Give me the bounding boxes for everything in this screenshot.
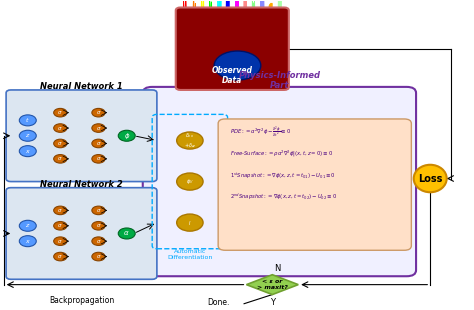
- FancyBboxPatch shape: [218, 119, 411, 250]
- Ellipse shape: [214, 51, 261, 80]
- Polygon shape: [246, 275, 298, 294]
- Text: $\alpha$: $\alpha$: [123, 229, 130, 237]
- Circle shape: [92, 155, 105, 163]
- Text: $I$: $I$: [188, 219, 191, 227]
- Text: Physics-Informed
Part: Physics-Informed Part: [238, 71, 320, 90]
- Text: $z$: $z$: [25, 132, 30, 139]
- Text: $t$: $t$: [26, 116, 30, 124]
- Circle shape: [54, 252, 67, 261]
- Circle shape: [54, 155, 67, 163]
- Circle shape: [54, 222, 67, 230]
- Text: $\sigma$: $\sigma$: [57, 207, 63, 214]
- FancyBboxPatch shape: [143, 87, 416, 276]
- Text: $1^{st} Snapshot := \nabla\phi(x,z,t=t_{01}) - U_{01} \equiv 0$: $1^{st} Snapshot := \nabla\phi(x,z,t=t_{…: [230, 171, 336, 181]
- Circle shape: [19, 236, 36, 247]
- Text: $\sigma$: $\sigma$: [57, 222, 63, 229]
- Circle shape: [177, 132, 203, 149]
- Circle shape: [19, 115, 36, 126]
- Text: $\sigma$: $\sigma$: [96, 125, 101, 131]
- Text: $\phi_V$: $\phi_V$: [186, 177, 194, 186]
- Text: < ε or
> maxit?: < ε or > maxit?: [257, 279, 288, 290]
- Text: $z$: $z$: [25, 222, 30, 229]
- Text: $\sigma$: $\sigma$: [57, 253, 63, 260]
- Text: $PDE := \alpha^2\nabla^2\phi - \frac{\partial^2\phi}{\partial t^2} \equiv 0$: $PDE := \alpha^2\nabla^2\phi - \frac{\pa…: [230, 124, 291, 140]
- Text: $\phi$: $\phi$: [124, 131, 130, 141]
- Circle shape: [92, 222, 105, 230]
- FancyBboxPatch shape: [6, 90, 157, 182]
- Text: N: N: [274, 264, 280, 273]
- Text: $\sigma$: $\sigma$: [96, 222, 101, 229]
- Circle shape: [19, 130, 36, 141]
- Text: Y: Y: [270, 298, 275, 307]
- Circle shape: [92, 206, 105, 215]
- Text: $x$: $x$: [25, 238, 31, 245]
- Text: $\sigma$: $\sigma$: [96, 140, 101, 147]
- Circle shape: [54, 139, 67, 148]
- Circle shape: [19, 220, 36, 231]
- Text: Done.: Done.: [208, 298, 230, 307]
- Text: $\sigma$: $\sigma$: [57, 140, 63, 147]
- Text: $Free\text{-}Surface := \rho\alpha^2\nabla^2\phi|(x,t,z=0) \equiv 0$: $Free\text{-}Surface := \rho\alpha^2\nab…: [230, 149, 333, 159]
- Ellipse shape: [414, 165, 447, 192]
- Text: $\sigma$: $\sigma$: [96, 238, 101, 245]
- Text: $\sigma$: $\sigma$: [96, 109, 101, 116]
- Text: Automatic
Differentiation: Automatic Differentiation: [167, 249, 212, 259]
- Text: Loss: Loss: [418, 174, 442, 184]
- Text: $\sigma$: $\sigma$: [96, 207, 101, 214]
- Circle shape: [92, 252, 105, 261]
- Circle shape: [177, 214, 203, 231]
- Circle shape: [118, 228, 135, 239]
- Text: $\delta_{xx}$
$+\delta_{zz}$: $\delta_{xx}$ $+\delta_{zz}$: [183, 131, 196, 150]
- Text: $\sigma$: $\sigma$: [96, 253, 101, 260]
- Circle shape: [177, 173, 203, 190]
- Text: $x$: $x$: [25, 148, 31, 155]
- FancyBboxPatch shape: [6, 188, 157, 279]
- Circle shape: [54, 206, 67, 215]
- Text: $2^{nd} Snapshot := \nabla\phi(x,z,t=t_{02}) - U_{02} \equiv 0$: $2^{nd} Snapshot := \nabla\phi(x,z,t=t_{…: [230, 192, 337, 202]
- Circle shape: [92, 124, 105, 132]
- Text: $\sigma$: $\sigma$: [57, 155, 63, 162]
- Circle shape: [118, 130, 135, 141]
- FancyBboxPatch shape: [176, 7, 289, 90]
- Circle shape: [54, 108, 67, 117]
- Text: $\sigma$: $\sigma$: [96, 155, 101, 162]
- Text: $\sigma$: $\sigma$: [57, 109, 63, 116]
- Circle shape: [92, 237, 105, 246]
- Text: Backpropagation: Backpropagation: [49, 296, 114, 305]
- Circle shape: [54, 124, 67, 132]
- Text: Neural Network 1: Neural Network 1: [40, 82, 123, 91]
- Text: Neural Network 2: Neural Network 2: [40, 180, 123, 189]
- Circle shape: [54, 237, 67, 246]
- Circle shape: [92, 139, 105, 148]
- Circle shape: [92, 108, 105, 117]
- Text: $\sigma$: $\sigma$: [57, 238, 63, 245]
- Text: $\sigma$: $\sigma$: [57, 125, 63, 131]
- Circle shape: [19, 146, 36, 157]
- Text: Observed
Data: Observed Data: [212, 66, 253, 85]
